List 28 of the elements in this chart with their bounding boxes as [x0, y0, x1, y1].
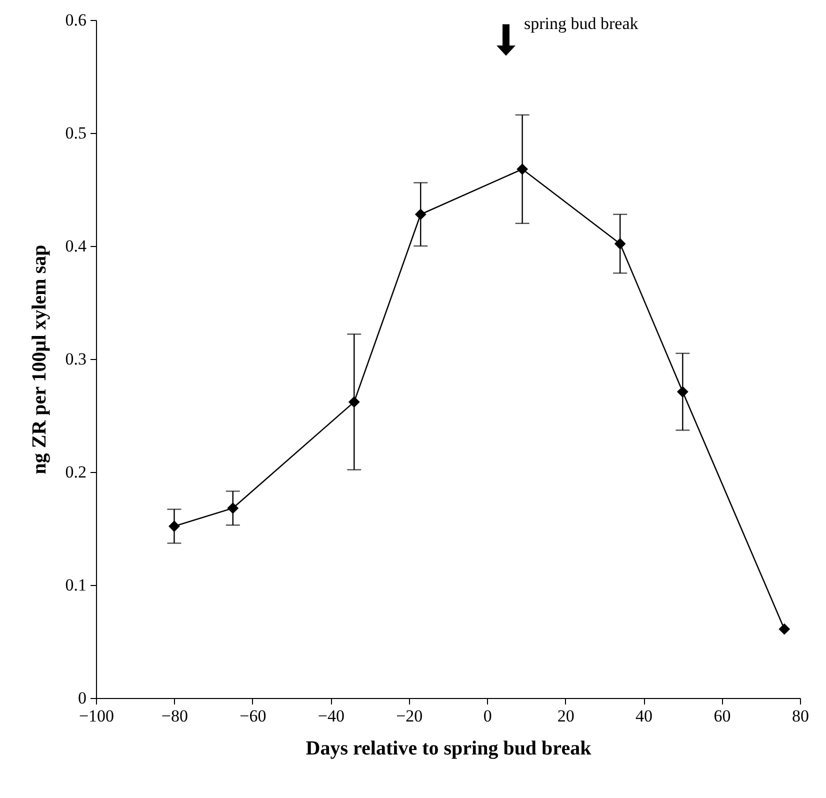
x-tick-label: 40	[636, 706, 653, 726]
x-tick-label: −20	[396, 706, 423, 726]
x-tick-label: 0	[483, 706, 492, 726]
point	[614, 238, 626, 250]
x-tick-label: 80	[792, 706, 809, 726]
y-tick-label: 0.3	[65, 350, 86, 368]
point	[348, 396, 360, 408]
y-axis-title: ng ZR per 100µl xylem sap	[28, 244, 50, 474]
y-tick-label: 0.5	[65, 124, 86, 142]
y-tick-label: 0.4	[65, 236, 87, 256]
x-tick-label: −60	[240, 706, 266, 726]
annotation: spring bud break	[524, 14, 639, 33]
x-tick-label: −100	[78, 706, 114, 726]
point	[676, 386, 688, 398]
y-tick-label: 0.2	[65, 462, 86, 482]
x-tick-label: 20	[557, 706, 574, 726]
point	[414, 208, 426, 220]
x-tick-label: −40	[318, 706, 344, 726]
point	[778, 623, 790, 635]
y-tick-label: 0.1	[65, 576, 86, 594]
x-tick-label: 60	[714, 706, 731, 726]
point	[227, 502, 239, 514]
point	[516, 163, 528, 175]
point	[168, 520, 180, 532]
y-tick-label: 0	[78, 688, 86, 708]
x-axis-title: Days relative to spring bud break	[306, 738, 592, 760]
x-tick-label: −80	[161, 706, 188, 726]
y-tick-label: 0.6	[65, 10, 86, 30]
